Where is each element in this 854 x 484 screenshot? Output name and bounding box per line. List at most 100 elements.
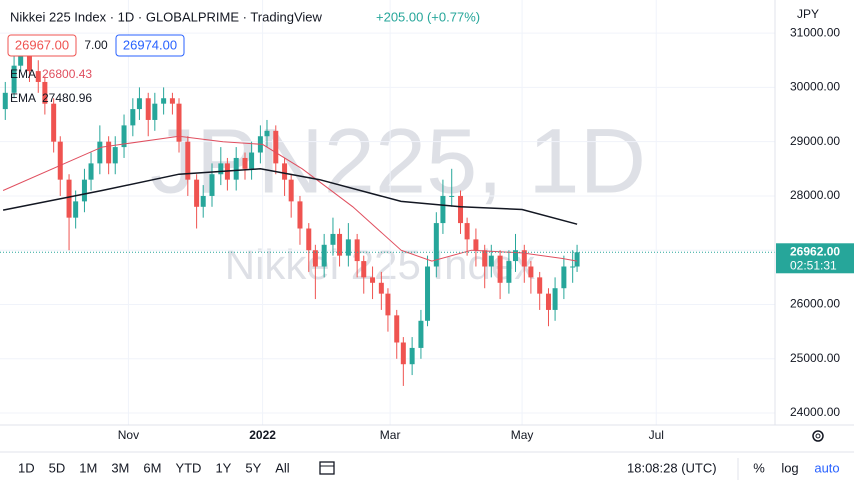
candle-body xyxy=(161,98,167,104)
plot-area xyxy=(0,0,775,425)
candle-body xyxy=(400,342,406,365)
candle-body xyxy=(440,195,446,224)
candle-body xyxy=(218,163,224,175)
y-tick-label: 25000.00 xyxy=(790,351,840,365)
candle-body xyxy=(506,261,512,283)
candle-body xyxy=(112,147,118,164)
candle-body xyxy=(464,223,470,240)
y-tick-label: 31000.00 xyxy=(790,25,840,39)
candle-body xyxy=(528,266,534,278)
candle-body xyxy=(106,141,112,164)
candle-body xyxy=(354,239,360,262)
candle-body xyxy=(337,233,343,256)
y-tick-label: 30000.00 xyxy=(790,80,840,94)
range-button[interactable]: 3M xyxy=(111,460,129,475)
auto-button[interactable]: auto xyxy=(814,460,839,475)
range-button[interactable]: 1D xyxy=(18,460,35,475)
candle-body xyxy=(51,103,57,142)
candle-body xyxy=(185,141,191,180)
candle-body xyxy=(570,266,576,268)
candle-body xyxy=(418,320,424,348)
candle-body xyxy=(385,293,391,316)
candle-body xyxy=(152,103,158,120)
candle-body xyxy=(176,103,182,142)
candle-body xyxy=(121,125,127,148)
bid-box[interactable] xyxy=(7,34,77,57)
candle-body xyxy=(449,195,455,197)
candle-body xyxy=(488,255,494,267)
legend-value: 27480.96 xyxy=(42,91,92,105)
candle-body xyxy=(249,152,255,169)
candle-body xyxy=(209,174,215,196)
range-button[interactable]: 1M xyxy=(79,460,97,475)
watermark-symbol: JPN225, 1D xyxy=(150,110,646,212)
range-button[interactable]: 5D xyxy=(49,460,66,475)
y-tick-label: 28000.00 xyxy=(790,188,840,202)
price-tag xyxy=(776,243,854,274)
candle-body xyxy=(136,98,142,110)
x-tick-label: 2022 xyxy=(249,428,276,442)
candle-body xyxy=(425,266,431,321)
candle-body xyxy=(73,201,79,218)
candle-body xyxy=(282,163,288,180)
ask-box[interactable] xyxy=(115,34,185,57)
range-button[interactable]: All xyxy=(275,460,290,475)
candle-body xyxy=(312,250,318,267)
ema-line xyxy=(2,135,578,262)
candle-body xyxy=(288,179,294,202)
x-tick-label: Nov xyxy=(118,428,139,442)
candle-body xyxy=(11,65,17,93)
change: +205.00 (+0.77%) xyxy=(376,9,480,24)
settings-icon[interactable] xyxy=(812,430,824,442)
candle-body xyxy=(394,315,400,343)
candle-body xyxy=(545,293,551,310)
y-tick-label: 29000.00 xyxy=(790,134,840,148)
candle-body xyxy=(561,266,567,289)
candle-body xyxy=(537,277,543,294)
date-range-icon[interactable] xyxy=(319,461,335,475)
candle-body xyxy=(264,130,270,137)
candle-body xyxy=(361,261,367,278)
candle-body xyxy=(145,98,151,120)
range-button[interactable]: 5Y xyxy=(245,460,261,475)
candle-body xyxy=(345,239,351,256)
x-tick-label: Mar xyxy=(380,428,401,442)
range-button[interactable]: 6M xyxy=(143,460,161,475)
candle-body xyxy=(97,141,103,164)
candle-body xyxy=(458,195,464,224)
candle-body xyxy=(378,282,384,294)
candle-body xyxy=(330,233,336,245)
x-tick-label: Jul xyxy=(649,428,664,442)
candle-body xyxy=(521,250,527,267)
legend-name: EMA xyxy=(10,67,36,81)
candle-body xyxy=(88,163,94,180)
currency: JPY xyxy=(797,7,819,21)
candle-body xyxy=(42,81,48,104)
candle-body xyxy=(473,239,479,251)
range-buttons: 1D 5D 1M 3M 6M YTD 1Y 5Y All xyxy=(18,460,290,475)
candle-body xyxy=(370,277,376,283)
candle-body xyxy=(233,157,239,180)
bid: 26967.00 xyxy=(15,37,69,52)
candle-body xyxy=(497,255,503,283)
range-button[interactable]: YTD xyxy=(175,460,201,475)
clock: 18:08:28 (UTC) xyxy=(627,460,717,475)
candle-body xyxy=(409,347,415,365)
candle-body xyxy=(306,228,312,251)
candle-body xyxy=(321,244,327,267)
price-tag-price: 26962.00 xyxy=(790,244,840,258)
price-tag-countdown: 02:51:31 xyxy=(790,258,837,272)
ask: 26974.00 xyxy=(123,37,177,52)
candle-body xyxy=(26,49,32,72)
range-button[interactable]: 1Y xyxy=(215,460,231,475)
candle-body xyxy=(433,223,439,267)
candle-body xyxy=(482,250,488,267)
candle-body xyxy=(57,141,63,180)
candle-body xyxy=(242,157,248,169)
percent-button[interactable]: % xyxy=(753,460,765,475)
log-button[interactable]: log xyxy=(781,460,798,475)
candle-body xyxy=(574,252,580,267)
candle-body xyxy=(130,109,136,126)
